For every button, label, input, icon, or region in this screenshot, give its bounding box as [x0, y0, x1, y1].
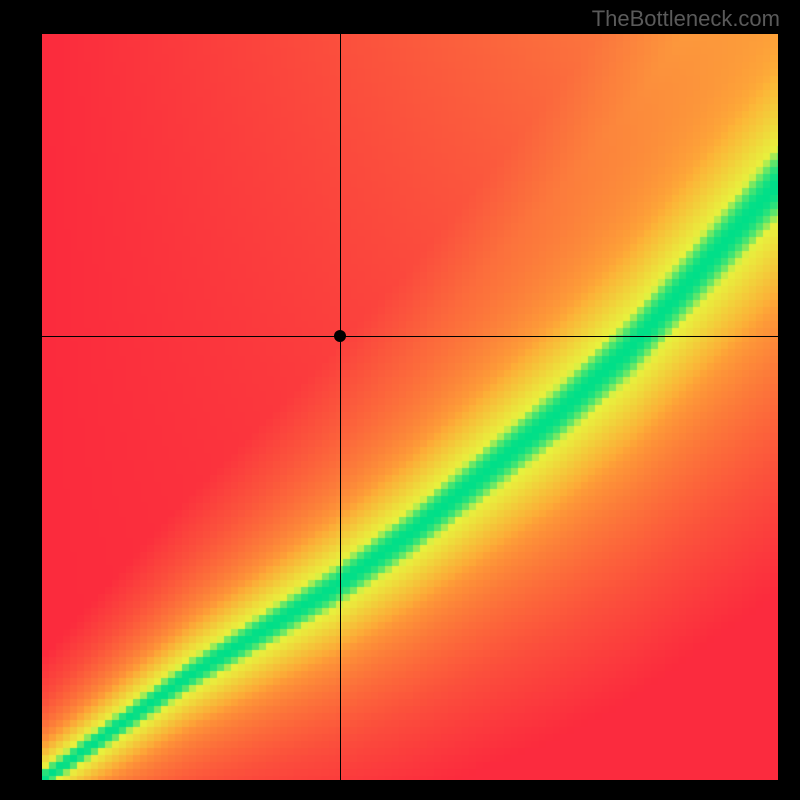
- crosshair-horizontal: [42, 336, 778, 337]
- crosshair-vertical: [340, 34, 341, 780]
- heatmap-canvas: [42, 34, 778, 780]
- data-point-marker: [334, 330, 346, 342]
- watermark-text: TheBottleneck.com: [592, 6, 780, 32]
- chart-container: TheBottleneck.com: [0, 0, 800, 800]
- heatmap-plot: [42, 34, 778, 780]
